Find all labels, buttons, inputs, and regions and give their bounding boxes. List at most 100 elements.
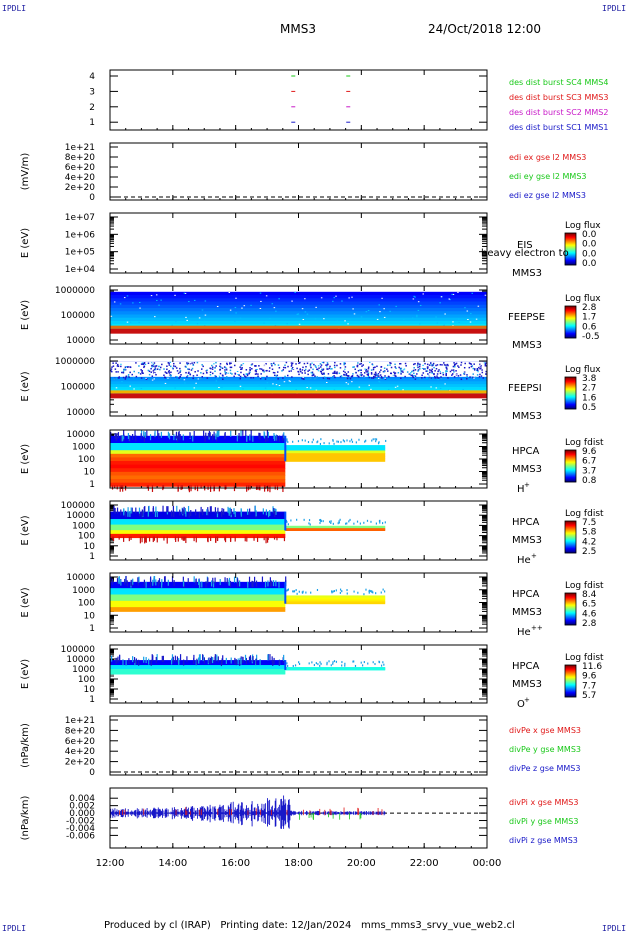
noise bbox=[311, 362, 313, 364]
speckle bbox=[293, 590, 295, 593]
noise bbox=[239, 317, 242, 319]
speckle bbox=[166, 506, 168, 513]
speckle bbox=[200, 506, 202, 513]
speckle bbox=[110, 576, 112, 583]
speckle bbox=[151, 485, 154, 492]
speckle bbox=[310, 591, 312, 594]
speckle bbox=[110, 368, 113, 370]
speckle bbox=[141, 370, 143, 372]
speckle bbox=[143, 430, 145, 437]
speckle bbox=[271, 364, 273, 367]
colorbar-frame bbox=[564, 664, 577, 698]
speckle bbox=[110, 431, 112, 438]
speckle bbox=[128, 376, 130, 378]
spectrogram-band-late bbox=[285, 458, 386, 462]
speckle bbox=[367, 662, 369, 665]
speckle bbox=[481, 371, 484, 374]
speckle bbox=[164, 371, 167, 373]
speckle bbox=[221, 658, 223, 665]
speckle bbox=[359, 369, 361, 371]
speckle bbox=[227, 506, 229, 513]
colorbar-cell bbox=[565, 247, 576, 249]
colorbar-cell bbox=[565, 621, 576, 623]
speckle bbox=[468, 362, 471, 364]
series-divpi-z bbox=[109, 795, 292, 829]
spectrogram-band-late bbox=[285, 455, 386, 460]
colorbar-cell bbox=[565, 603, 576, 605]
speckle bbox=[405, 365, 407, 367]
speckle bbox=[357, 362, 359, 364]
colorbar-cell bbox=[565, 668, 576, 670]
speckle bbox=[209, 374, 212, 376]
speckle bbox=[158, 578, 161, 585]
noise bbox=[472, 319, 475, 321]
speckle bbox=[220, 660, 223, 667]
speckle bbox=[274, 510, 276, 517]
colorbar-cell bbox=[565, 466, 576, 468]
speckle bbox=[335, 372, 338, 374]
noise bbox=[410, 372, 412, 374]
colorbar-cell bbox=[565, 405, 576, 407]
speckle bbox=[323, 442, 325, 445]
speckle bbox=[144, 505, 146, 512]
colorbar-cell bbox=[565, 309, 576, 311]
colorbar-cell bbox=[565, 383, 576, 385]
colorbar-cell bbox=[565, 246, 576, 248]
speckle bbox=[455, 370, 457, 372]
noise bbox=[295, 389, 297, 391]
spectrogram-band bbox=[110, 314, 487, 319]
speckle bbox=[287, 523, 289, 526]
speckle bbox=[434, 377, 436, 379]
speckle bbox=[129, 510, 131, 517]
panel-hpca_hepp bbox=[109, 572, 577, 633]
speckle bbox=[313, 363, 315, 366]
noise bbox=[185, 316, 187, 318]
instrument-label: HPCA bbox=[512, 446, 540, 457]
noise bbox=[419, 323, 421, 325]
speckle bbox=[216, 435, 218, 442]
speckle bbox=[429, 369, 431, 371]
speckle bbox=[219, 369, 221, 371]
speckle bbox=[308, 522, 310, 525]
speckle bbox=[393, 371, 395, 374]
colorbar-cell bbox=[565, 471, 576, 473]
footer: Produced by cl (IRAP) Printing date: 12/… bbox=[104, 920, 515, 931]
noise bbox=[447, 389, 450, 391]
speckle bbox=[370, 373, 373, 375]
colorbar-cell bbox=[565, 602, 576, 604]
noise bbox=[444, 313, 446, 315]
colorbar-cell bbox=[565, 671, 576, 673]
speckle bbox=[116, 507, 119, 514]
speckle bbox=[233, 375, 235, 378]
speckle bbox=[302, 591, 304, 594]
speckle bbox=[344, 371, 346, 374]
colorbar-cell bbox=[565, 608, 576, 610]
speckle bbox=[224, 366, 227, 369]
speckle bbox=[390, 362, 392, 365]
speckle bbox=[124, 510, 127, 517]
noise bbox=[341, 300, 343, 302]
spectrogram-band bbox=[110, 665, 286, 667]
footer-file: mms_mms3_srvy_vue_web2.cl bbox=[360, 920, 515, 931]
speckle bbox=[122, 371, 125, 374]
noise bbox=[242, 388, 244, 390]
speckle bbox=[413, 372, 415, 375]
colorbar-tick: 0.6 bbox=[582, 322, 597, 332]
colorbar-cell bbox=[565, 322, 576, 324]
speckle bbox=[192, 375, 195, 377]
speckle bbox=[129, 435, 131, 442]
colorbar-cell bbox=[565, 327, 576, 329]
noise bbox=[463, 371, 465, 373]
noise bbox=[420, 367, 422, 369]
speckle bbox=[220, 366, 222, 369]
speckle bbox=[443, 364, 446, 366]
speckle bbox=[400, 371, 402, 373]
speckle bbox=[269, 654, 271, 661]
colorbar-cell bbox=[565, 390, 576, 392]
instrument-label: FEEPSI bbox=[508, 383, 542, 394]
colorbar-cell bbox=[565, 456, 576, 458]
noise bbox=[275, 384, 278, 386]
x-tick-label: 18:00 bbox=[284, 858, 313, 869]
spectrogram-band bbox=[110, 586, 286, 589]
